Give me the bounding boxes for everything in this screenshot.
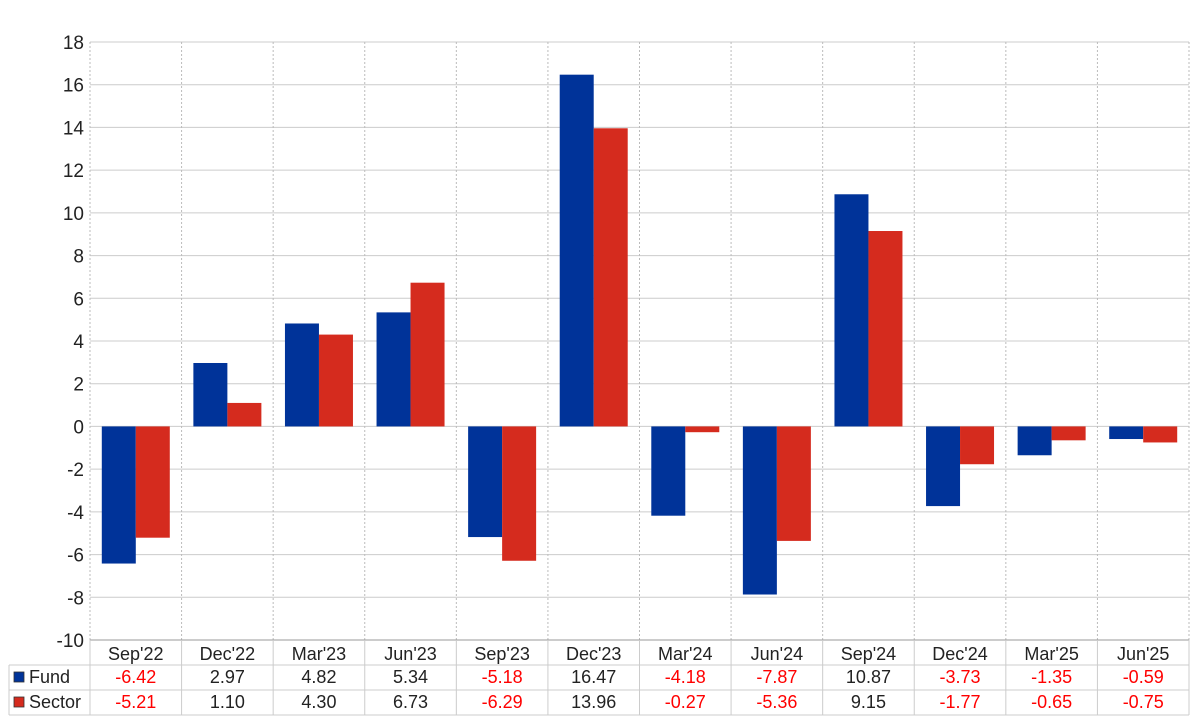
bar-fund-4 [468, 426, 503, 538]
data-label-fund: -1.35 [1031, 667, 1072, 687]
data-label-fund: 4.82 [301, 667, 336, 687]
data-label-fund: -6.42 [115, 667, 156, 687]
data-label-sector: 1.10 [210, 692, 245, 712]
y-tick-label: 2 [73, 375, 84, 396]
legend-swatch-sector [13, 696, 25, 708]
bar-fund-1 [193, 362, 228, 427]
x-axis: Sep'22 Dec'22 Mar'23 Jun'23 Sep'23 Dec'23 Mar'… [108, 644, 1169, 664]
y-tick-label: 14 [63, 118, 85, 139]
data-label-fund: 2.97 [210, 667, 245, 687]
data-label-sector: -1.77 [940, 692, 981, 712]
bar-sector-8 [868, 231, 903, 427]
x-tick-label: Jun'23 [384, 644, 436, 664]
y-tick-label: 6 [73, 289, 84, 310]
bar-fund-5 [559, 74, 594, 427]
bar-fund-10 [1017, 426, 1052, 456]
chart-grid [89, 41, 1190, 641]
bar-sector-0 [135, 426, 170, 538]
data-label-sector: -0.75 [1123, 692, 1164, 712]
y-axis: -10 -8 -6 -4 -2 0 2 4 6 8 10 12 14 16 18 [57, 33, 85, 652]
x-tick-label: Mar'25 [1024, 644, 1078, 664]
data-label-fund: -3.73 [940, 667, 981, 687]
x-tick-label: Mar'24 [658, 644, 712, 664]
data-label-sector: -0.65 [1031, 692, 1072, 712]
bar-sector-7 [776, 426, 811, 541]
data-label-sector: -5.36 [756, 692, 797, 712]
bar-fund-3 [376, 312, 411, 427]
data-label-fund: -4.18 [665, 667, 706, 687]
data-label-fund: -7.87 [756, 667, 797, 687]
bar-sector-4 [502, 426, 537, 561]
bar-sector-9 [960, 426, 995, 465]
bar-sector-11 [1143, 426, 1178, 443]
bar-fund-7 [742, 426, 777, 595]
legend-label-sector: Sector [29, 692, 81, 712]
y-tick-label: 16 [63, 76, 84, 97]
bar-fund-2 [284, 323, 319, 427]
x-tick-label: Sep'22 [108, 644, 164, 664]
y-tick-label: -4 [67, 503, 84, 524]
x-tick-label: Dec'22 [200, 644, 255, 664]
data-label-sector: 4.30 [301, 692, 336, 712]
bar-fund-6 [651, 426, 686, 516]
y-tick-label: 8 [73, 247, 84, 268]
y-tick-label: -8 [67, 588, 84, 609]
legend-label-fund: Fund [29, 667, 70, 687]
bar-fund-9 [926, 426, 961, 507]
x-tick-label: Dec'23 [566, 644, 621, 664]
data-label-sector: -0.27 [665, 692, 706, 712]
y-tick-label: 18 [63, 33, 84, 54]
x-tick-label: Sep'23 [474, 644, 530, 664]
bar-sector-5 [593, 128, 628, 427]
x-tick-label: Sep'24 [841, 644, 897, 664]
y-tick-label: 0 [73, 417, 84, 438]
data-label-fund: -0.59 [1123, 667, 1164, 687]
y-tick-label: 10 [63, 204, 84, 225]
chart-bars [101, 74, 1178, 595]
data-label-sector: -5.21 [115, 692, 156, 712]
bar-fund-8 [834, 194, 869, 427]
x-tick-label: Dec'24 [932, 644, 987, 664]
bar-sector-2 [318, 334, 353, 427]
bar-sector-6 [685, 426, 720, 433]
data-label-fund: 5.34 [393, 667, 428, 687]
legend-swatch-fund [13, 671, 25, 683]
data-label-sector: 6.73 [393, 692, 428, 712]
x-tick-label: Jun'24 [751, 644, 803, 664]
bar-sector-1 [227, 402, 262, 427]
x-tick-label: Mar'23 [292, 644, 346, 664]
data-table: Fund -6.42 2.97 4.82 5.34 -5.18 16.47 -4.18 -7.8… [8, 639, 1190, 716]
x-tick-label: Jun'25 [1117, 644, 1169, 664]
data-label-fund: -5.18 [482, 667, 523, 687]
bar-sector-3 [410, 282, 445, 427]
bar-fund-11 [1109, 426, 1144, 440]
y-tick-label: -6 [67, 546, 84, 567]
bar-fund-0 [101, 426, 136, 564]
data-label-fund: 16.47 [571, 667, 616, 687]
bar-sector-10 [1051, 426, 1086, 441]
y-tick-label: -2 [67, 460, 84, 481]
data-label-sector: 13.96 [571, 692, 616, 712]
y-tick-label: 4 [73, 332, 84, 353]
y-tick-label: -10 [57, 631, 84, 652]
data-label-fund: 10.87 [846, 667, 891, 687]
data-label-sector: -6.29 [482, 692, 523, 712]
data-label-sector: 9.15 [851, 692, 886, 712]
y-tick-label: 12 [63, 161, 84, 182]
